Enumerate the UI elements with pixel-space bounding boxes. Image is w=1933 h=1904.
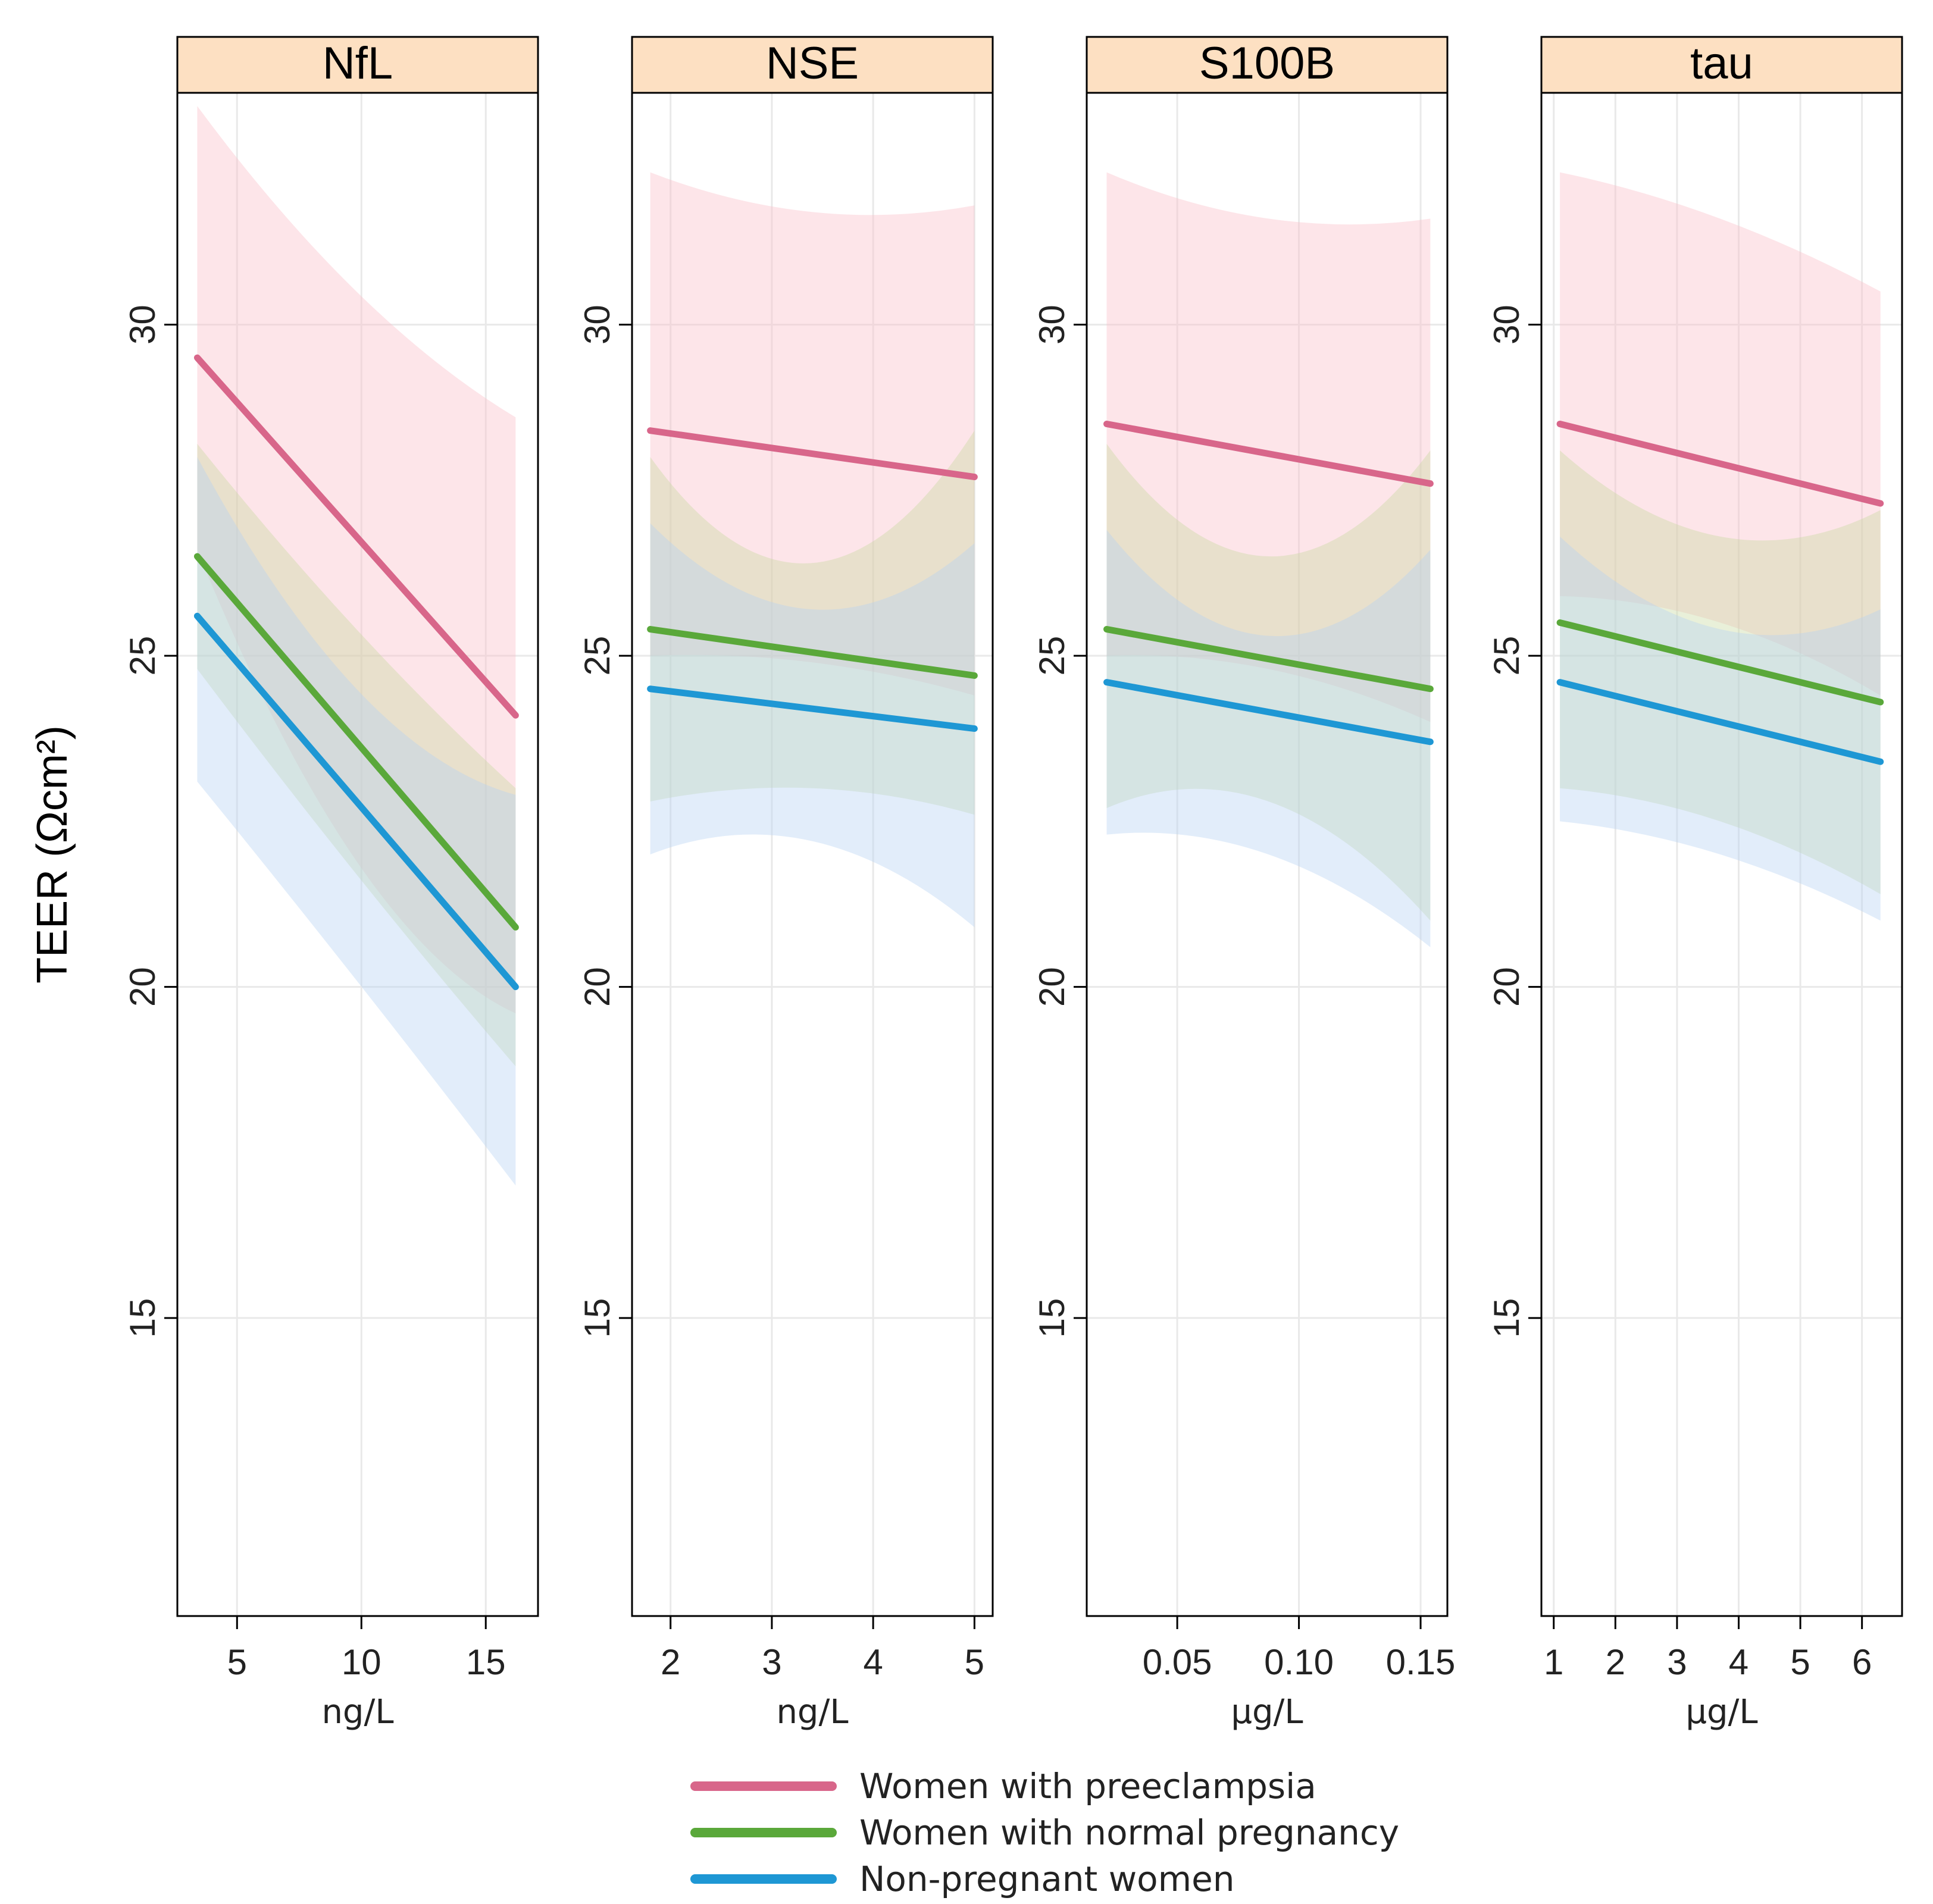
y-tick-label: 15 (1032, 1298, 1072, 1338)
y-axis-title: TEER (Ωcm²) (29, 725, 76, 984)
y-tick-label: 25 (1487, 636, 1527, 676)
x-axis-unit: μg/L (1685, 1693, 1757, 1731)
y-tick-label: 20 (1487, 967, 1527, 1007)
panel-s100b: S100B 15 20 25 30 0.05 0.10 0.15 μg/L (1032, 36, 1456, 1731)
x-tick-label: 10 (342, 1642, 381, 1682)
y-tick-label: 30 (1032, 305, 1072, 345)
fit-line-non-pregnant-women (1556, 679, 1884, 765)
y-tick-label: 30 (577, 305, 617, 345)
panel-title: tau (1690, 38, 1753, 89)
confidence-band-non-pregnant-women (1560, 536, 1881, 921)
y-tick-label: 15 (1487, 1298, 1527, 1338)
y-tick-label: 15 (577, 1298, 617, 1338)
x-tick-label: 5 (227, 1642, 247, 1682)
x-tick-label: 5 (965, 1642, 984, 1682)
panel-tau: tau 15 20 25 30 1 2 3 4 5 6 μg/L (1487, 36, 1903, 1731)
legend-label-women-with-preeclampsia: Women with preeclampsia (859, 1766, 1316, 1806)
panel-title: NfL (323, 38, 393, 89)
x-tick-label: 15 (466, 1642, 506, 1682)
confidence-band-women-with-preeclampsia (650, 172, 975, 696)
confidence-band-women-with-normal-pregnancy (197, 443, 516, 1067)
panel-strip (176, 36, 539, 94)
fit-line-non-pregnant-women (647, 685, 978, 732)
confidence-band-non-pregnant-women (1106, 530, 1431, 947)
fit-line-women-with-preeclampsia (193, 354, 519, 719)
confidence-band-women-with-normal-pregnancy (1106, 443, 1431, 921)
fit-line-non-pregnant-women (193, 612, 519, 991)
panel-title: NSE (766, 38, 859, 89)
x-axis-unit: ng/L (321, 1693, 393, 1731)
y-tick-label: 15 (123, 1298, 162, 1338)
x-tick-label: 4 (1729, 1642, 1749, 1682)
y-tick-label: 20 (577, 967, 617, 1007)
x-tick-label: 3 (1667, 1642, 1687, 1682)
fit-line-women-with-preeclampsia (1103, 421, 1434, 487)
x-axis-unit: ng/L (776, 1693, 848, 1731)
y-tick-label: 20 (123, 967, 162, 1007)
confidence-band-non-pregnant-women (197, 457, 516, 1186)
x-tick-label: 1 (1544, 1642, 1563, 1682)
confidence-band-women-with-preeclampsia (1560, 172, 1881, 696)
panel-frame (631, 92, 994, 1617)
x-tick-label: 2 (1606, 1642, 1625, 1682)
fit-line-non-pregnant-women (1103, 679, 1434, 746)
panel-nfl: NfL 15 20 25 30 5 10 15 ng/L (123, 36, 539, 1731)
y-tick-label: 25 (577, 636, 617, 676)
panel-strip (1540, 36, 1903, 94)
x-tick-label: 2 (661, 1642, 680, 1682)
x-tick-label: 4 (863, 1642, 883, 1682)
confidence-band-women-with-preeclampsia (1106, 172, 1431, 722)
confidence-band-non-pregnant-women (650, 523, 975, 928)
fit-line-women-with-preeclampsia (647, 427, 978, 481)
x-axis-unit: μg/L (1231, 1693, 1303, 1731)
panel-title: S100B (1199, 38, 1335, 89)
legend-label-women-with-normal-pregnancy: Women with normal pregnancy (859, 1812, 1399, 1853)
y-tick-label: 25 (1032, 636, 1072, 676)
legend-label-non-pregnant-women: Non-pregnant women (859, 1859, 1235, 1899)
x-tick-label: 5 (1790, 1642, 1810, 1682)
fit-line-women-with-normal-pregnancy (1103, 626, 1434, 693)
fit-line-women-with-preeclampsia (1556, 421, 1884, 507)
panel-strip (1086, 36, 1449, 94)
panel-frame (1540, 92, 1903, 1617)
panel-nse: NSE 15 20 25 30 2 3 4 5 ng/L (577, 36, 994, 1731)
panel-frame (1086, 92, 1449, 1617)
fit-line-women-with-normal-pregnancy (193, 553, 519, 931)
fit-line-women-with-normal-pregnancy (647, 626, 978, 679)
x-tick-label: 0.15 (1386, 1642, 1456, 1682)
panel-frame (176, 92, 539, 1617)
confidence-band-women-with-preeclampsia (197, 106, 516, 1014)
panel-strip (631, 36, 994, 94)
x-tick-label: 6 (1852, 1642, 1872, 1682)
y-tick-label: 30 (1487, 305, 1527, 345)
y-tick-label: 25 (123, 636, 162, 676)
x-tick-label: 0.05 (1143, 1642, 1212, 1682)
y-tick-label: 20 (1032, 967, 1072, 1007)
y-tick-label: 30 (123, 305, 162, 345)
fit-line-women-with-normal-pregnancy (1556, 619, 1884, 706)
x-tick-label: 3 (762, 1642, 781, 1682)
legend: Women with preeclampsia Women with normal… (690, 1766, 1399, 1899)
x-tick-label: 0.10 (1264, 1642, 1334, 1682)
confidence-band-women-with-normal-pregnancy (1560, 450, 1881, 894)
